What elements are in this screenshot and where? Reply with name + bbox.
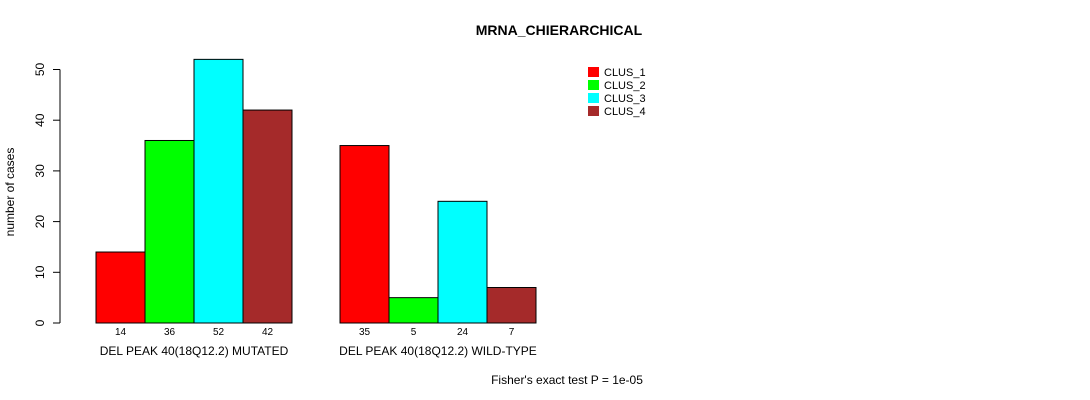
- bar-count-label: 24: [457, 327, 469, 338]
- group-label: DEL PEAK 40(18Q12.2) WILD-TYPE: [339, 344, 537, 358]
- bar-clus-3-group-2: [437, 200, 488, 324]
- group-label: DEL PEAK 40(18Q12.2) MUTATED: [100, 344, 289, 358]
- bar-clus-3-group-1: [193, 58, 244, 324]
- bar-count-label: 36: [164, 327, 176, 338]
- legend-swatch: [588, 106, 599, 116]
- legend-swatch: [588, 67, 599, 77]
- bar-clus-2-group-1: [144, 139, 195, 324]
- y-axis: 0 10 20 30 40 50: [33, 63, 61, 326]
- group-labels: DEL PEAK 40(18Q12.2) MUTATED DEL PEAK 40(…: [100, 344, 537, 358]
- bar-count-label: 42: [262, 327, 274, 338]
- y-tick-label: 0: [33, 319, 47, 326]
- y-tick-label: 50: [33, 63, 47, 77]
- legend-entry-label: CLUS_2: [604, 80, 646, 92]
- y-tick-label: 20: [33, 215, 47, 229]
- bars: [95, 58, 537, 324]
- count-labels: 14 36 52 42 35 5 24 7: [115, 327, 515, 338]
- bar-clus-4-group-2: [486, 287, 537, 324]
- chart-title: MRNA_CHIERARCHICAL: [476, 22, 643, 38]
- legend-entry-label: CLUS_4: [604, 106, 646, 118]
- y-axis-label: number of cases: [3, 148, 17, 237]
- y-tick-label: 10: [33, 265, 47, 279]
- bar-clus-4-group-1: [242, 109, 293, 324]
- legend-swatch: [588, 93, 599, 103]
- bar-count-label: 5: [411, 327, 417, 338]
- y-tick-label: 40: [33, 113, 47, 127]
- legend-entry-label: CLUS_3: [604, 93, 646, 105]
- fisher-test-annotation: Fisher's exact test P = 1e-05: [491, 373, 643, 387]
- bar-count-label: 7: [509, 327, 515, 338]
- bar-count-label: 52: [213, 327, 225, 338]
- y-tick-label: 30: [33, 164, 47, 178]
- bar-clus-1-group-1: [95, 251, 146, 324]
- bar-clus-1-group-2: [339, 145, 390, 324]
- bar-count-label: 14: [115, 327, 127, 338]
- bar-count-label: 35: [359, 327, 371, 338]
- bar-clus-2-group-2: [388, 297, 439, 324]
- legend-entry-label: CLUS_1: [604, 67, 646, 79]
- legend-swatch: [588, 80, 599, 90]
